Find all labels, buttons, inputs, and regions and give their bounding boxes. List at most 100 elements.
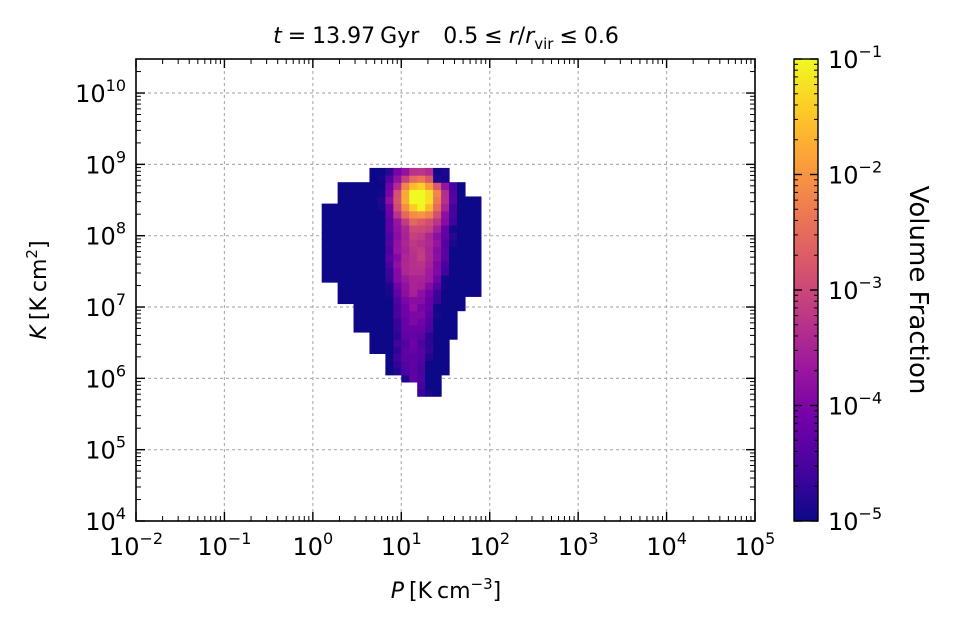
heatmap-cell: [369, 232, 379, 240]
heatmap-cell: [385, 339, 394, 347]
heatmap-cell: [433, 374, 442, 383]
heatmap-cell: [456, 282, 466, 290]
heatmap-cell: [425, 360, 434, 369]
heatmap-cell: [377, 246, 386, 255]
heatmap-cell: [385, 189, 394, 198]
heatmap-cell: [417, 346, 426, 354]
heatmap-cell: [464, 224, 474, 233]
heatmap-cell: [409, 167, 418, 176]
x-tick-label: 101: [381, 529, 422, 561]
heatmap-cell: [464, 282, 474, 290]
heatmap-cell: [464, 210, 474, 219]
heatmap-cell: [385, 310, 394, 319]
heatmap-cell: [385, 196, 394, 205]
heatmap-cell: [433, 317, 442, 326]
heatmap-cell: [433, 367, 442, 376]
heatmap-cell: [433, 253, 442, 262]
heatmap-cell: [321, 253, 331, 262]
heatmap-cell: [401, 253, 410, 262]
heatmap-cell: [353, 282, 363, 290]
x-tick-label: 104: [646, 529, 687, 561]
heatmap-cell: [377, 296, 386, 305]
heatmap-cell: [393, 331, 402, 340]
heatmap-cell: [433, 210, 442, 219]
heatmap-cell: [449, 253, 458, 262]
heatmap-cell: [361, 289, 371, 297]
x-tick-labels: 10−2 10−1 100 101 102 103 104 105: [109, 529, 775, 561]
heatmap-cell: [433, 167, 442, 176]
heatmap-cell: [393, 274, 402, 283]
heatmap-cell: [401, 239, 410, 247]
heatmap-cell: [377, 167, 386, 176]
heatmap-cell: [345, 196, 355, 205]
heatmap-cell: [425, 232, 434, 240]
heatmap-cell: [449, 282, 458, 290]
heatmap-cell: [329, 203, 339, 212]
heatmap-cell: [377, 189, 386, 198]
heatmap-cell: [337, 267, 347, 276]
heatmap-cell: [329, 217, 339, 226]
heatmap-cell: [377, 310, 386, 319]
heatmap-cell: [385, 296, 394, 305]
heatmap-cell: [456, 232, 466, 240]
heatmap-cell: [417, 232, 426, 240]
heatmap-cell: [449, 203, 458, 212]
heatmap-cell: [361, 303, 371, 312]
heatmap-cell: [393, 182, 402, 190]
heatmap-cell: [377, 267, 386, 276]
y-tick-label: 1010: [75, 76, 126, 108]
heatmap-cell: [377, 346, 386, 354]
heatmap-cell: [361, 260, 371, 269]
heatmap-cell: [345, 289, 355, 297]
heatmap-cell: [472, 232, 482, 240]
heatmap-cell: [417, 353, 426, 362]
heatmap-cell: [401, 353, 410, 362]
heatmap-cell: [409, 232, 418, 240]
heatmap-cell: [401, 182, 410, 190]
heatmap-cell: [472, 217, 482, 226]
heatmap-cell: [409, 182, 418, 190]
heatmap-cell: [385, 324, 394, 333]
heatmap-cell: [353, 303, 363, 312]
heatmap-cell: [417, 289, 426, 297]
heatmap-cell: [369, 289, 379, 297]
heatmap-cell: [433, 381, 442, 390]
heatmap-cell: [345, 239, 355, 247]
heatmap-cell: [441, 289, 450, 297]
heatmap-cell: [353, 203, 363, 212]
heatmap-cell: [393, 210, 402, 219]
heatmap-cell: [456, 196, 466, 205]
heatmap-cell: [433, 296, 442, 305]
heatmap-cell: [385, 346, 394, 354]
heatmap-cell: [385, 232, 394, 240]
heatmap-cell: [353, 317, 363, 326]
heatmap-cell: [385, 239, 394, 247]
heatmap-cell: [345, 296, 355, 305]
heatmap-cell: [377, 303, 386, 312]
heatmap-cell: [393, 246, 402, 255]
heatmap-cell: [321, 246, 331, 255]
y-tick-label: 108: [85, 219, 126, 251]
heatmap-cell: [321, 210, 331, 219]
heatmap-cell: [377, 224, 386, 233]
heatmap-cell: [393, 232, 402, 240]
heatmap-cell: [329, 246, 339, 255]
heatmap-cell: [329, 274, 339, 283]
y-tick-labels: 104 105 106 107 108 109 1010: [75, 76, 126, 536]
heatmap-cell: [433, 246, 442, 255]
heatmap-cell: [369, 310, 379, 319]
heatmap-cell: [361, 274, 371, 283]
heatmap-cell: [433, 267, 442, 276]
heatmap-cell: [409, 296, 418, 305]
heatmap-cell: [401, 289, 410, 297]
heatmap-cell: [441, 360, 450, 369]
heatmap-cell: [425, 296, 434, 305]
heatmap-cell: [441, 303, 450, 312]
heatmap-cell: [337, 260, 347, 269]
heatmap-cell: [377, 217, 386, 226]
heatmap-cell: [329, 267, 339, 276]
heatmap-cell: [393, 339, 402, 347]
heatmap-cell: [393, 296, 402, 305]
heatmap-cell: [449, 232, 458, 240]
